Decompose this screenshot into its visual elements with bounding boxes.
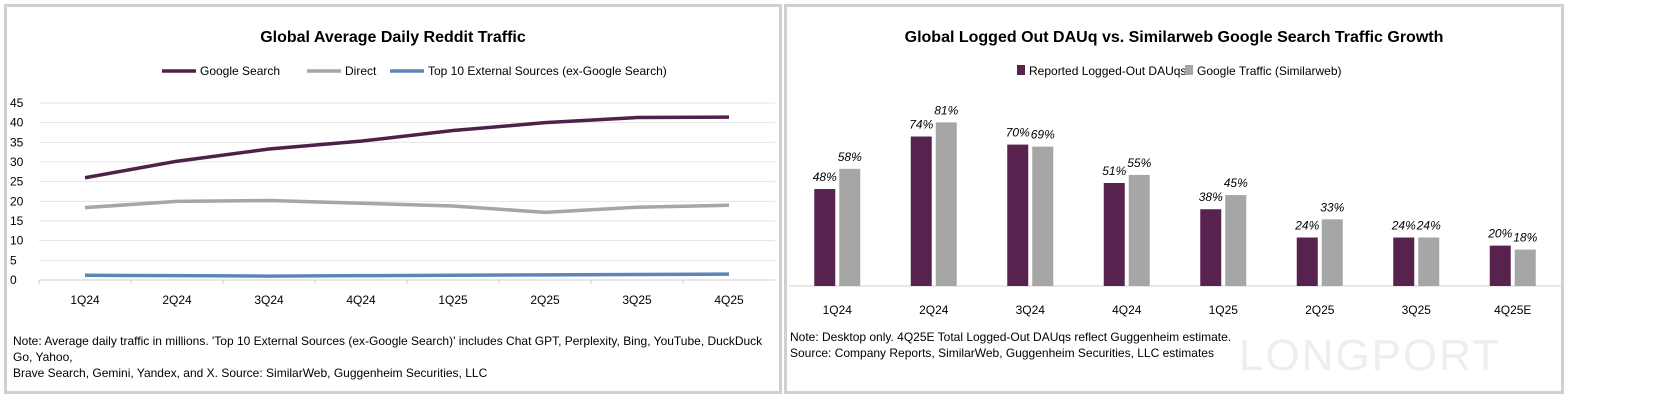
- data-label: 48%: [813, 170, 837, 184]
- chart-note: Note: Desktop only. 4Q25E Total Logged-O…: [790, 329, 1231, 361]
- bar: [1225, 195, 1247, 286]
- y-tick-label: 30: [10, 155, 24, 169]
- note-line: Source: Company Reports, SimilarWeb, Gug…: [790, 346, 1214, 360]
- bar: [1489, 245, 1511, 286]
- x-tick-label: 3Q24: [1016, 303, 1046, 317]
- data-label: 51%: [1102, 164, 1126, 178]
- y-tick-label: 5: [10, 253, 17, 267]
- y-tick-label: 25: [10, 175, 24, 189]
- watermark: LONGPORT: [1238, 331, 1501, 380]
- y-tick-label: 0: [10, 273, 17, 287]
- bar: [1103, 182, 1125, 286]
- x-tick-label: 2Q24: [919, 303, 949, 317]
- bar: [1321, 219, 1343, 286]
- x-tick-label: 1Q24: [70, 293, 100, 307]
- y-tick-label: 40: [10, 116, 24, 130]
- note-line: Note: Average daily traffic in millions.…: [13, 334, 763, 364]
- chart-title: Global Logged Out DAUq vs. Similarweb Go…: [904, 29, 1444, 46]
- data-label: 74%: [909, 118, 933, 132]
- legend-label: Reported Logged-Out DAUqs: [1029, 64, 1186, 78]
- y-tick-label: 10: [10, 234, 24, 248]
- legend-label: Google Traffic (Similarweb): [1197, 64, 1342, 78]
- bar: [935, 122, 957, 286]
- x-tick-label: 2Q24: [162, 293, 192, 307]
- bar: [1418, 237, 1440, 286]
- data-label: 20%: [1487, 227, 1512, 241]
- y-tick-label: 35: [10, 135, 24, 149]
- bar: [1296, 237, 1318, 286]
- series-line-top-10-external-sources-ex-google-search-: [84, 272, 730, 278]
- data-label: 70%: [1006, 126, 1030, 140]
- bar: [1007, 144, 1029, 286]
- x-tick-label: 1Q24: [823, 303, 853, 317]
- x-tick-label: 4Q24: [1112, 303, 1142, 317]
- bar-chart: 1Q24 48%58% 2Q24 74%81% 3Q24 70% 69% 4Q24 51%55%…: [789, 64, 1561, 317]
- data-label: 24%: [1416, 219, 1441, 233]
- note-line: Brave Search, Gemini, Yandex, and X. Sou…: [13, 366, 488, 380]
- data-label: 45%: [1224, 176, 1248, 190]
- data-label: 38%: [1199, 190, 1223, 204]
- x-tick-label: 4Q24: [346, 293, 376, 307]
- bar: [1514, 249, 1536, 286]
- x-tick-label: 2Q25: [1305, 303, 1335, 317]
- y-tick-label: 45: [10, 96, 24, 110]
- y-tick-label: 20: [10, 194, 24, 208]
- legend-swatch: [1185, 65, 1193, 75]
- bar: [814, 189, 836, 286]
- x-tick-label: 1Q25: [1209, 303, 1239, 317]
- note-line: Note: Desktop only. 4Q25E Total Logged-O…: [790, 330, 1232, 344]
- bar: [1200, 209, 1222, 286]
- bar: [839, 168, 861, 286]
- bar: [1032, 146, 1054, 286]
- x-tick-label: 3Q25: [622, 293, 652, 307]
- x-tick-label: 3Q24: [254, 293, 284, 307]
- legend-label: Top 10 External Sources (ex-Google Searc…: [428, 64, 667, 78]
- data-label: 33%: [1320, 200, 1344, 214]
- series-line-google-search: [84, 115, 730, 180]
- data-label: 58%: [838, 150, 862, 164]
- x-tick-label: 2Q25: [530, 293, 560, 307]
- legend-label: Direct: [345, 64, 377, 78]
- x-tick-label: 4Q25: [714, 293, 744, 307]
- line-chart: 0 5 10 15 20 25 30 35 40 45 1Q24 2Q24 3Q24 4Q24 1Q25 2Q…: [10, 64, 775, 307]
- data-label: 24%: [1294, 219, 1319, 233]
- chart-note: Note: Average daily traffic in millions.…: [13, 333, 779, 381]
- x-tick-label: 4Q25E: [1494, 303, 1531, 317]
- series-line-direct: [84, 198, 730, 215]
- bar: [1128, 174, 1150, 286]
- data-label: 81%: [934, 103, 958, 117]
- chart-title: Global Average Daily Reddit Traffic: [260, 29, 526, 46]
- bar: [1393, 237, 1415, 286]
- data-label: 69%: [1031, 128, 1055, 142]
- data-label: 24%: [1391, 219, 1416, 233]
- legend-label: Google Search: [200, 64, 280, 78]
- x-tick-label: 3Q25: [1402, 303, 1432, 317]
- y-tick-label: 15: [10, 214, 24, 228]
- legend-swatch: [1017, 65, 1025, 75]
- x-tick-label: 1Q25: [438, 293, 468, 307]
- data-label: 18%: [1513, 231, 1537, 245]
- line-chart-panel: Global Average Daily Reddit Traffic 0 5 10…: [4, 4, 782, 394]
- bar: [910, 136, 932, 286]
- bar-chart-panel: Global Logged Out DAUq vs. Similarweb Go…: [784, 4, 1564, 394]
- data-label: 55%: [1127, 156, 1151, 170]
